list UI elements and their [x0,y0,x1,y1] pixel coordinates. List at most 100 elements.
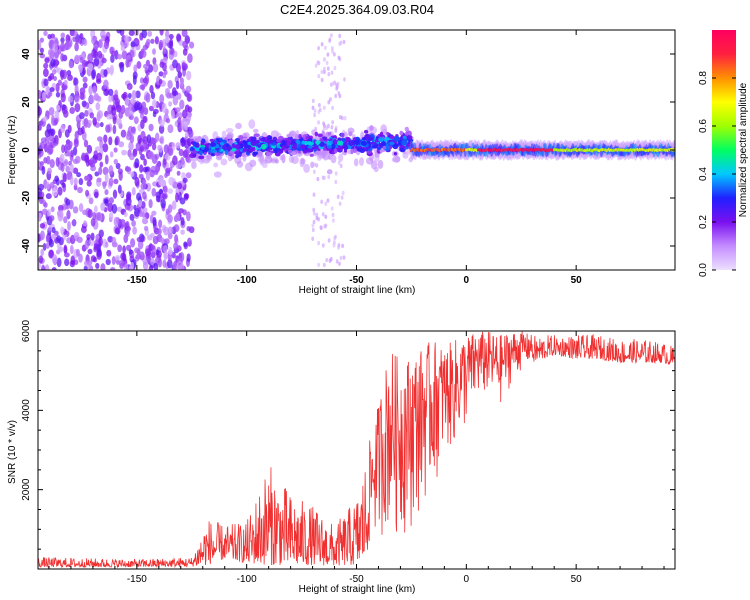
heat-cell [182,150,188,159]
heat-cell [342,39,346,45]
heat-cell [167,214,173,223]
heat-cell [60,37,65,43]
heat-cell [125,166,132,172]
heat-cell [67,220,71,231]
heat-cell [143,140,148,151]
heat-cell [83,139,89,148]
heat-cell [38,261,41,270]
heat-cell [330,33,333,38]
heat-cell [343,116,347,121]
heat-cell [382,145,387,150]
heat-cell [103,69,108,77]
heat-cell [111,50,116,57]
heat-cell [224,149,229,156]
heat-cell [348,131,353,137]
heat-cell [143,77,149,87]
heat-cell [131,187,136,196]
heat-cell [151,137,156,144]
heat-cell [386,131,390,136]
heat-cell [94,146,101,152]
heat-cell [101,57,107,64]
heat-cell [105,258,111,266]
heat-cell [316,60,320,65]
heat-cell [63,109,69,118]
heat-cell [151,210,157,216]
heat-cell [84,109,89,117]
heat-cell [108,88,114,96]
heat-cell [86,264,93,270]
heat-cell [41,208,48,215]
heat-cell [104,199,109,207]
heat-cell [50,206,55,213]
heat-cell [48,239,54,248]
heat-cell [304,141,308,146]
heat-cell [394,135,400,142]
heat-cell [327,100,331,105]
heat-cell [158,178,164,186]
heat-cell [42,242,47,251]
heat-cell [312,207,316,213]
heat-cell [324,201,328,206]
heat-cell [53,75,57,82]
heat-cell [307,145,314,150]
heat-cell [327,155,331,160]
heat-cell [159,119,165,127]
heat-cell [186,211,191,222]
heat-cell [139,164,144,173]
heat-cell [98,229,104,238]
heat-cell [83,260,89,267]
heat-cell [134,101,139,112]
heat-cell [255,146,259,150]
heat-cell [314,131,319,137]
heat-cell [238,135,244,141]
heat-cell [167,188,174,194]
heat-cell [67,95,74,103]
heat-cell [348,140,355,147]
heat-cell [56,235,61,244]
heat-cell [109,267,116,270]
heat-cell [182,209,187,216]
heat-cell [89,161,96,168]
heat-cell [49,87,55,93]
heat-cell [122,245,126,254]
heat-cell [330,70,334,75]
heat-cell [97,136,103,142]
heat-cell [56,257,62,268]
heat-cell [43,68,49,77]
heat-cell [245,144,252,149]
heat-cell [321,175,325,180]
heat-cell [134,256,140,262]
heat-cell [88,197,94,205]
heat-cell [301,140,305,145]
heat-cell [173,224,180,233]
heat-cell [172,90,179,96]
heat-cell [72,146,78,156]
heat-cell [116,118,122,126]
heat-cell [89,157,96,163]
heat-cell [79,92,85,100]
heat-cell [109,66,114,76]
heat-cell [110,54,115,64]
snr-panel: -150 -100 -50 0 50 2000 4000 6000 Height of st… [7,319,676,595]
heat-cell [199,150,203,156]
heat-cell [43,202,48,208]
heat-cell [154,132,160,142]
heat-cell [128,110,134,116]
heat-cell [40,137,47,143]
heat-cell [94,171,100,177]
heat-cell [45,181,50,190]
heat-cell [142,115,147,123]
heat-cell [47,167,52,175]
heat-cell [108,165,114,176]
heat-cell [322,121,325,126]
heat-cell [327,131,332,136]
heat-cell [142,166,149,173]
heat-cell [181,159,185,166]
colorbar-tick-label: 0.2 [698,215,709,229]
heat-cell [38,106,43,116]
heat-cell [150,244,156,251]
heat-cell [317,262,320,268]
heat-cell [291,155,299,165]
heat-cell [180,263,184,270]
heat-cell [118,259,125,267]
